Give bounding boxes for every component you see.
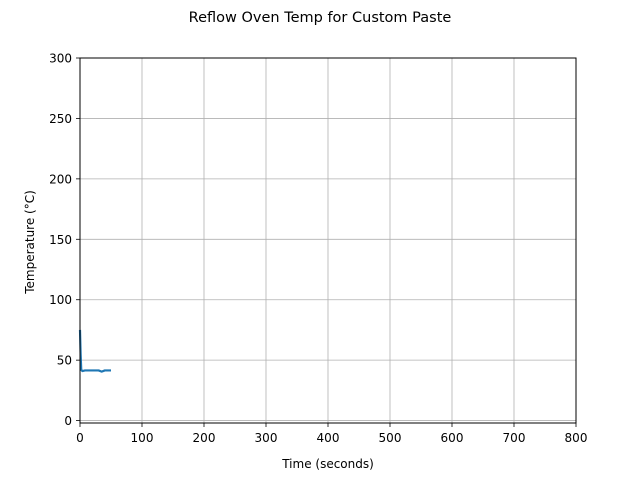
x-tick-label: 700 (503, 431, 526, 445)
temperature-line (78, 329, 111, 373)
chart-title: Reflow Oven Temp for Custom Paste (189, 10, 452, 26)
y-axis: 0 50 100 150 200 250 300 (49, 52, 80, 428)
x-tick-label: 500 (379, 431, 402, 445)
x-tick-label: 200 (193, 431, 216, 445)
y-axis-label: Temperature (°C) (23, 190, 37, 295)
y-tick-label: 0 (64, 414, 72, 428)
x-tick-label: 400 (317, 431, 340, 445)
x-axis-label: Time (seconds) (281, 457, 374, 471)
y-tick-label: 200 (49, 172, 72, 186)
x-tick-label: 0 (76, 431, 84, 445)
x-tick-label: 100 (131, 431, 154, 445)
y-tick-label: 100 (49, 293, 72, 307)
series-layer (78, 329, 111, 373)
x-tick-label: 300 (255, 431, 278, 445)
x-tick-label: 800 (565, 431, 588, 445)
y-tick-label: 50 (57, 354, 72, 368)
x-tick-label: 600 (441, 431, 464, 445)
y-tick-label: 300 (49, 52, 72, 66)
y-tick-label: 150 (49, 233, 72, 247)
y-tick-label: 250 (49, 112, 72, 126)
x-axis: 0 100 200 300 400 500 600 700 800 (76, 423, 587, 445)
grid (79, 57, 577, 423)
